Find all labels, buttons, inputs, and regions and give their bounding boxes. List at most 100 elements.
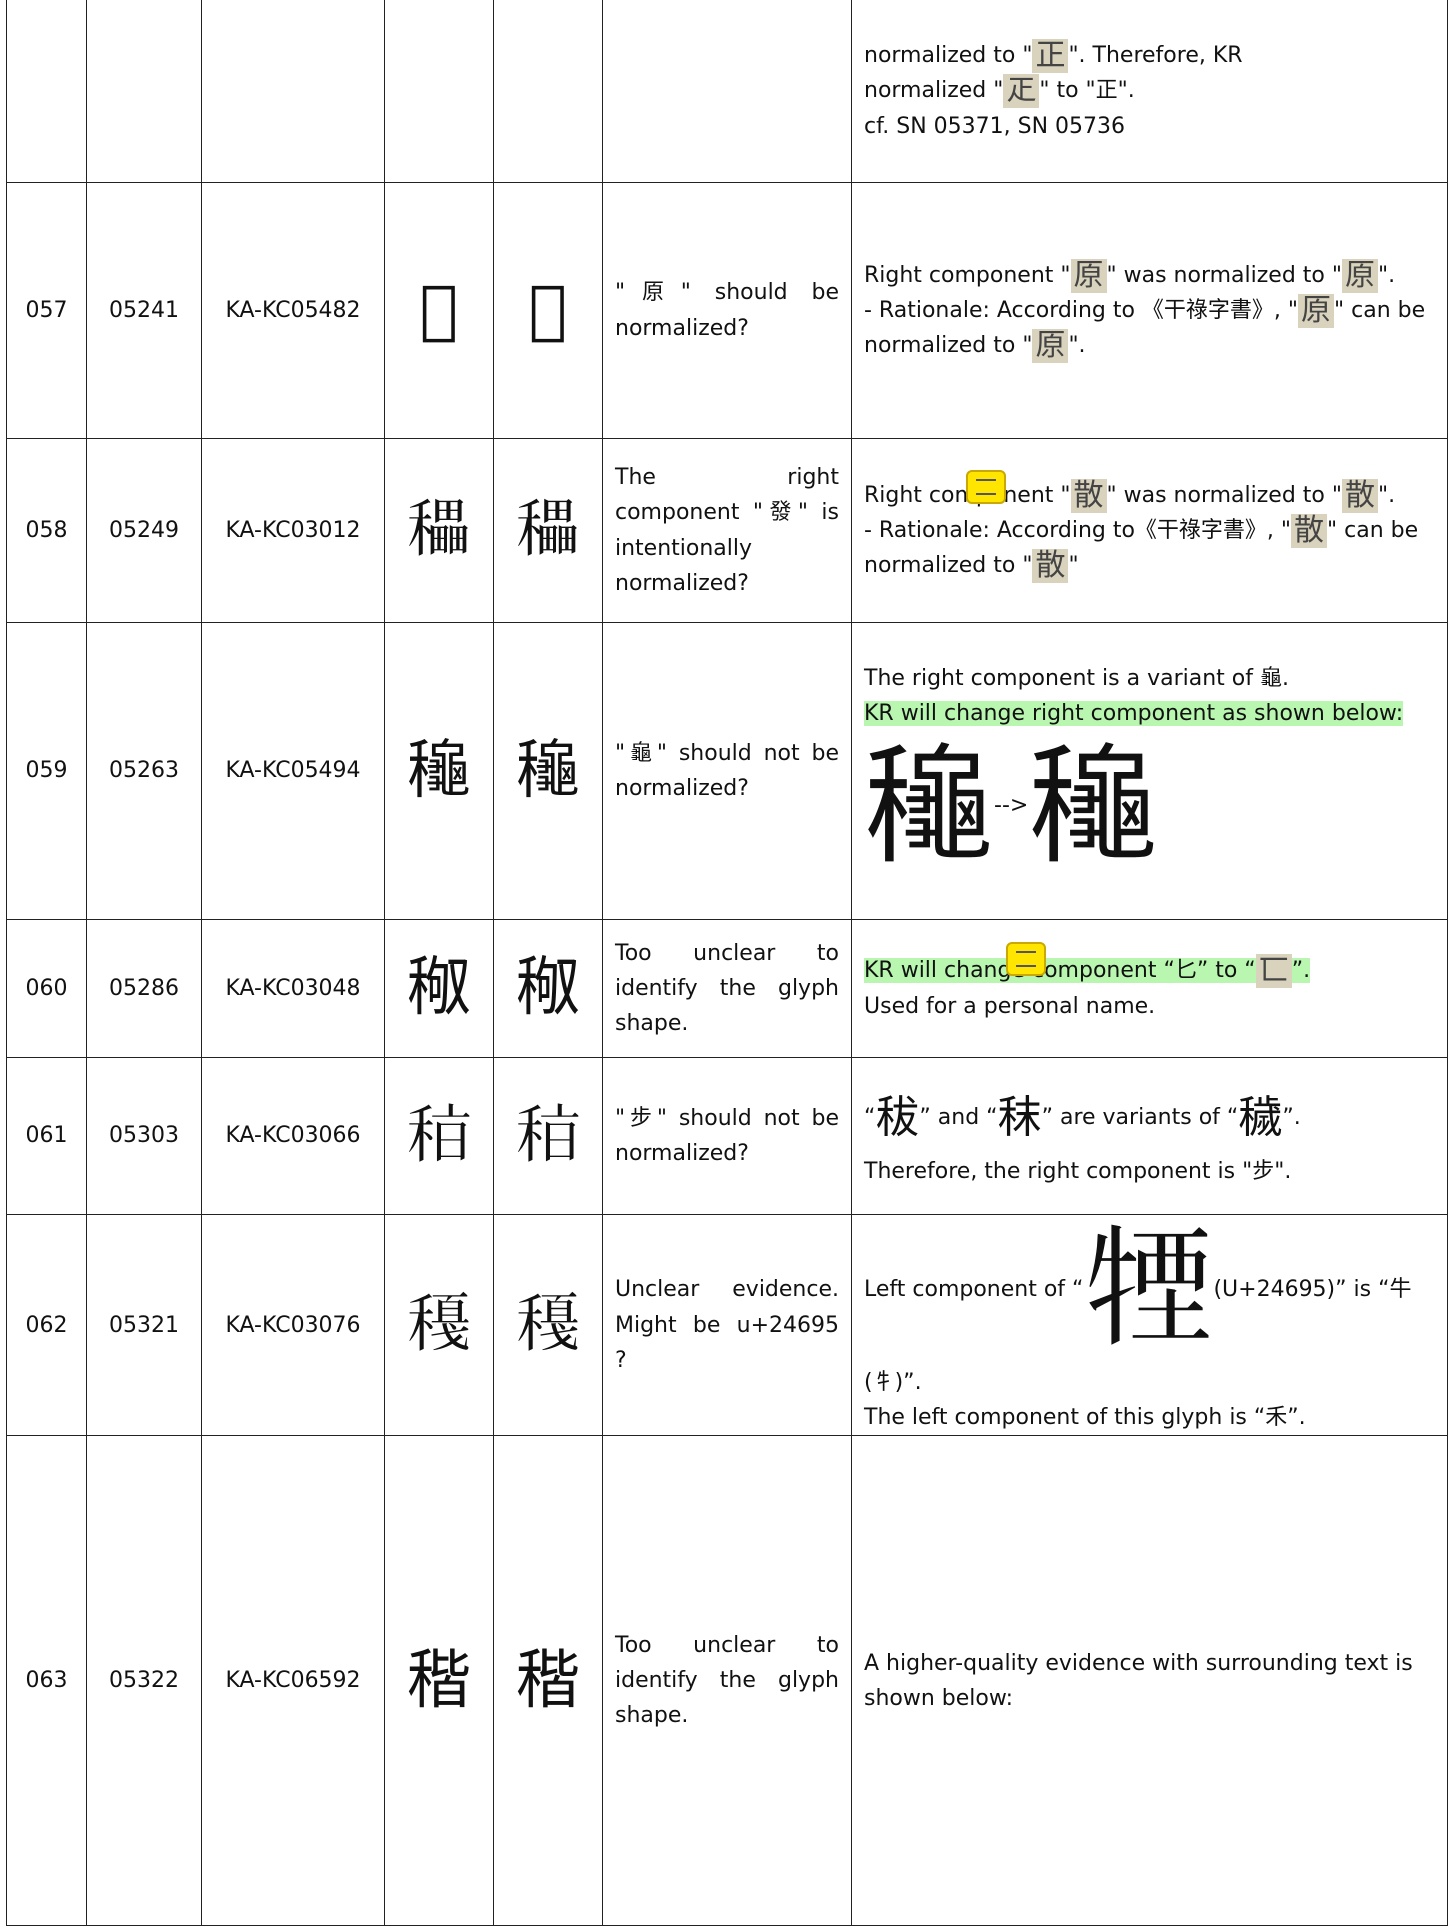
cell-sn: 05321 (86, 1213, 202, 1437)
cell-question: Too unclear to identify the glyph shape. (602, 1435, 852, 1926)
cell-question (602, 0, 852, 183)
cell-sn: 05241 (86, 182, 202, 439)
glyph-image: 𤴓 (1003, 74, 1040, 109)
glyph: 䅓 (407, 951, 471, 1026)
cell-no: 057 (6, 182, 87, 439)
no: 059 (25, 758, 68, 784)
review-table: normalized to " 正 ". Therefore, KR normaliz… (6, 0, 1448, 1926)
note-text: normalized " (864, 78, 1004, 104)
evidence: 𥢈 (516, 1287, 580, 1362)
sn: 05321 (109, 1312, 179, 1338)
note-line: The left component of this glyph is “禾”. (864, 1400, 1435, 1435)
note-line: A higher-quality evidence with surroundi… (864, 1646, 1435, 1716)
question: Too unclear to identify the glyph shape. (615, 940, 839, 1037)
cell-id: KA-KC03066 (201, 1057, 385, 1215)
glyph-image: ⼖ (1255, 954, 1292, 989)
cell-question: "步" should not be normalized? (602, 1057, 852, 1215)
glyph-large: 𤚕 (1083, 1214, 1214, 1366)
glyph-large: 秣 (997, 1092, 1042, 1144)
note-text: (U+24695)” is “牛(牜)”. (864, 1277, 1412, 1395)
cell-no: 060 (6, 919, 87, 1058)
note-text: Used for a personal name. (864, 993, 1156, 1019)
cell-no: 059 (6, 622, 87, 920)
note-text: " (1068, 553, 1079, 579)
note-text: " can be normalized to " (864, 517, 1419, 579)
note-text: - Rationale: According to《干祿字書》, " (864, 517, 1292, 543)
question: Unclear evidence. Might be u+24695 ? (615, 1277, 839, 1373)
note-text: KR will change right component as shown … (864, 701, 1404, 726)
note-line: Therefore, the right component is "步". (864, 1154, 1435, 1189)
cell-evidence: 𥢈 (493, 1213, 603, 1437)
glyph-large: 龝 (1028, 730, 1159, 883)
glyph-image: 原 (1298, 293, 1335, 328)
note-text: ". Therefore, KR (1068, 43, 1243, 69)
cell-notes: Right component "散" was normalized to "散… (851, 438, 1448, 623)
cell-glyph: 𥠖 (384, 182, 494, 439)
no: 063 (25, 1668, 68, 1694)
cell-question: "龜" should not be normalized? (602, 622, 852, 920)
cell-question: "原" should be normalized? (602, 182, 852, 439)
glyph-large: 穢 (1238, 1092, 1283, 1144)
sn: 05322 (109, 1668, 179, 1694)
question: The right component "發" is intentionally… (615, 465, 839, 596)
sn: 05303 (109, 1123, 179, 1149)
evidence: 稭 (516, 1643, 580, 1718)
cell-question: Unclear evidence. Might be u+24695 ? (602, 1213, 852, 1437)
note-line: Left component of “𤚕(U+24695)” is “牛(牜)”… (864, 1214, 1435, 1401)
note-line: normalized to " 正 ". Therefore, KR (864, 38, 1435, 74)
glyph: 稭 (407, 1643, 471, 1718)
cell-notes: KR will change component “匕” to “⼖”. Used… (851, 919, 1448, 1058)
cell-id (201, 0, 385, 183)
note-text: " can be normalized to " (864, 297, 1426, 359)
note-line: Right component "散" was normalized to "散… (864, 478, 1435, 513)
cell-evidence: 龝 (493, 622, 603, 920)
cell-glyph: 𥢈 (384, 1213, 494, 1437)
cell-sn: 05322 (86, 1435, 202, 1926)
table-row: 061 05303 KA-KC03066 𥞞 𥞞 "步" should not be no… (6, 1057, 1448, 1215)
evidence: 䅓 (516, 951, 580, 1026)
note-line: 龝-->龝 (864, 731, 1435, 881)
comment-icon[interactable] (966, 470, 1006, 504)
glyph-image: 散 (1070, 478, 1107, 513)
glyph: 𥣬 (407, 493, 471, 568)
note-text: KR will change component “匕” to “ (864, 958, 1256, 984)
question: "龜" should not be normalized? (615, 740, 839, 801)
note-text: “ (864, 1105, 876, 1131)
glyph-image: 散 (1291, 513, 1328, 548)
cell-notes: A higher-quality evidence with surroundi… (851, 1435, 1448, 1926)
evidence: 𥠖 (528, 273, 568, 348)
cell-no: 058 (6, 438, 87, 623)
cell-glyph (384, 0, 494, 183)
sn: 05249 (109, 517, 179, 543)
cell-notes: normalized to " 正 ". Therefore, KR normaliz… (851, 0, 1448, 183)
table-row: 063 05322 KA-KC06592 稭稭 Too unclear to ident… (6, 1435, 1448, 1926)
note-line: “秡” and “秣” are variants of “穢”. (864, 1083, 1435, 1153)
note-text: A higher-quality evidence with surroundi… (864, 1650, 1413, 1711)
note-line: Used for a personal name. (864, 989, 1435, 1024)
note-line: KR will change right component as shown … (864, 696, 1435, 731)
cell-sn: 05263 (86, 622, 202, 920)
note-line: - Rationale: According to《干祿字書》, " 散 " can… (864, 513, 1435, 584)
page: normalized to " 正 ". Therefore, KR normaliz… (6, 0, 1448, 1926)
cell-evidence: 稭 (493, 1435, 603, 1926)
glyph-image: 原 (1070, 258, 1107, 293)
note-text: cf. SN 05371, SN 05736 (864, 113, 1126, 139)
glyph: 𥠖 (419, 273, 459, 348)
note-line: normalized " 𤴓 " to "正". (864, 73, 1435, 109)
cell-glyph: 𥣬 (384, 438, 494, 623)
no: 061 (25, 1123, 68, 1149)
cell-notes: The right component is a variant of 龜. KR… (851, 622, 1448, 920)
comment-icon[interactable] (1006, 942, 1046, 976)
glyph-image: 原 (1341, 258, 1378, 293)
cell-id: KA-KC03048 (201, 919, 385, 1058)
no: 062 (25, 1312, 68, 1338)
table-row: 062 05321 KA-KC03076 𥢈 𥢈 Unclear evidence. Mi… (6, 1213, 1448, 1437)
id: KA-KC03076 (225, 1312, 361, 1338)
note-text: ”. (1291, 958, 1311, 984)
cell-evidence: 𥣬 (493, 438, 603, 623)
table-row: 059 05263 KA-KC05494 龝龝 "龜" should not be no… (6, 622, 1448, 920)
note-text: " was normalized to " (1106, 482, 1342, 508)
glyph-large: 秡 (875, 1092, 920, 1144)
cell-glyph: 稭 (384, 1435, 494, 1926)
question: "步" should not be normalized? (615, 1105, 839, 1166)
